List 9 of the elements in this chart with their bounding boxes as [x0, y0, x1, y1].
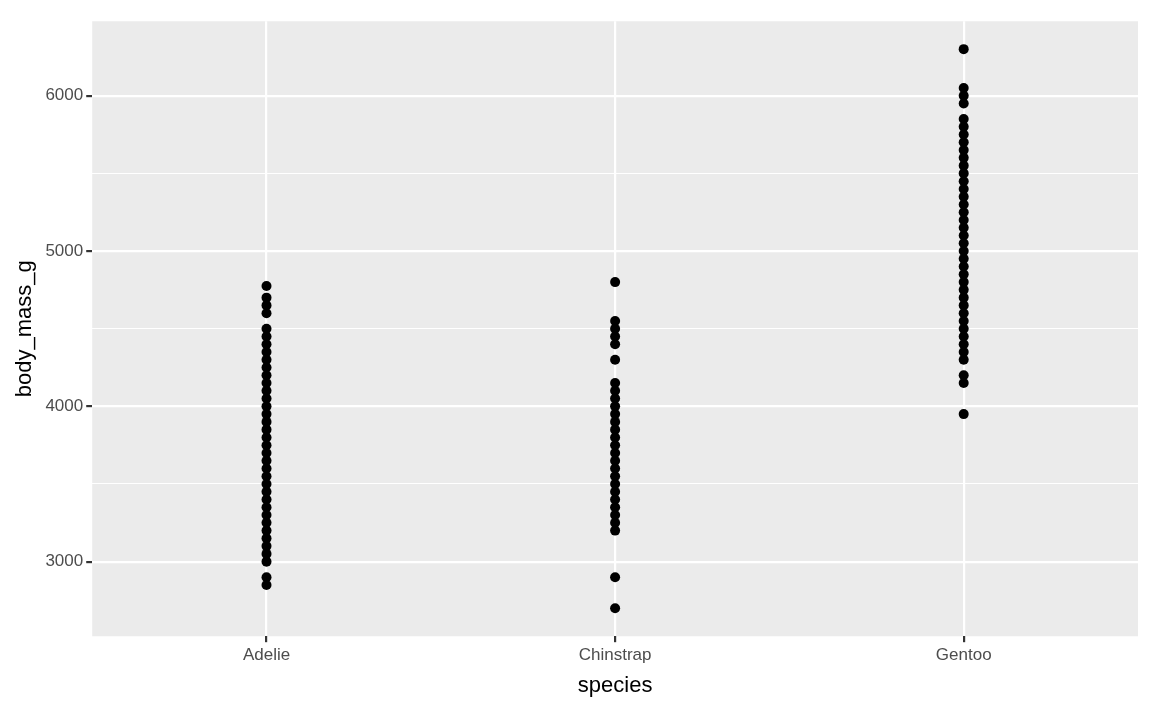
x-axis-title: species [577, 671, 653, 697]
x-tick-label: Chinstrap [578, 645, 652, 665]
y-tick-label: 6000 [45, 85, 84, 105]
y-tick-label: 4000 [45, 396, 84, 416]
y-tick-label: 3000 [45, 551, 84, 571]
x-tick-label: Gentoo [935, 645, 992, 665]
y-axis-title: body_mass_g [11, 260, 37, 398]
y-tick-label: 5000 [45, 240, 84, 260]
x-tick-label: Adelie [242, 645, 291, 665]
